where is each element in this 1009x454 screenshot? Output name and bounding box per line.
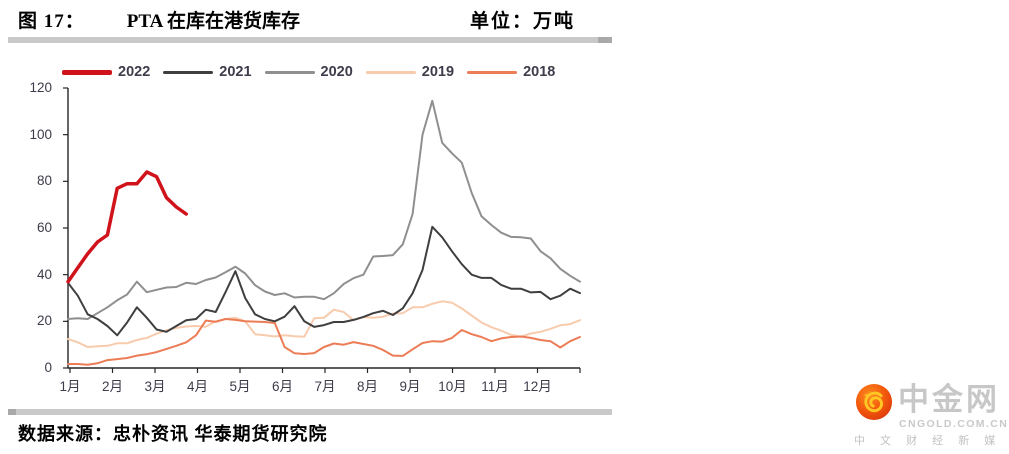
cngold-tagline: 中 文 财 经 新 媒 体: [854, 435, 1009, 447]
legend-label-2018: 2018: [523, 64, 556, 80]
cngold-watermark: 中金网 CNGOLD.COM.CN 中 文 财 经 新 媒 体: [848, 378, 1009, 447]
legend-swatch-2019: [365, 70, 416, 74]
legend-swatch-2018: [467, 70, 518, 74]
unit-label: 单位：万吨: [470, 11, 576, 32]
x-axis-label-4: 4月: [186, 379, 208, 394]
chart-legend: 2022 2021 2020 2019 2018: [62, 63, 568, 81]
legend-item-2020: 2020: [264, 64, 353, 80]
cngold-logo-swirl-icon: [855, 383, 893, 421]
legend-swatch-2020: [264, 70, 315, 74]
legend-label-2019: 2019: [421, 64, 455, 80]
cngold-domain: CNGOLD.COM.CN: [899, 418, 1009, 430]
y-axis-label-20: 20: [36, 313, 52, 329]
x-axis-label-12: 12月: [523, 379, 552, 394]
legend-label-2022: 2022: [118, 64, 151, 80]
chart-canvas: [63, 87, 581, 373]
x-axis-label-3: 3月: [144, 379, 166, 394]
x-axis-label-2: 2月: [101, 379, 123, 394]
series-line-2021: [67, 225, 581, 337]
legend-item-2019: 2019: [365, 64, 455, 80]
legend-label-2021: 2021: [219, 64, 252, 80]
cngold-brand-name: 中金网: [898, 382, 1000, 417]
legend-item-2022: 2022: [62, 64, 150, 80]
series-line-2020: [67, 99, 581, 320]
y-axis-label-80: 80: [36, 173, 52, 189]
figure-title: PTA 在库在港货库存: [126, 11, 301, 32]
series-line-2018: [67, 318, 581, 366]
series-line-2019: [67, 300, 581, 348]
legend-swatch-2022: [62, 69, 112, 75]
y-axis-label-0: 0: [44, 360, 52, 375]
legend-item-2021: 2021: [163, 64, 252, 80]
legend-swatch-2021: [163, 70, 214, 74]
legend-item-2018: 2018: [467, 64, 555, 80]
bottom-divider-bar: [8, 409, 612, 415]
data-source-text: 数据来源：忠朴资讯 华泰期货研究院: [18, 424, 328, 444]
x-axis-label-7: 7月: [314, 379, 336, 394]
y-axis-label-100: 100: [29, 126, 52, 142]
x-axis-label-10: 10月: [438, 379, 467, 394]
x-axis-label-6: 6月: [271, 379, 293, 394]
x-axis-label-5: 5月: [229, 379, 251, 394]
y-axis-label-60: 60: [36, 220, 52, 235]
top-divider-bar: [8, 37, 612, 43]
line-chart: 0 20 40 60 80 100 120 1月 2月 3月 4月 5月 6月 7月 8月 9月 10月 11月 1…: [29, 80, 581, 394]
y-axis-label-120: 120: [29, 80, 52, 95]
x-axis-label-11: 11月: [481, 379, 509, 394]
x-axis-label-9: 9月: [399, 379, 421, 394]
x-axis-label-1: 1月: [59, 379, 81, 394]
y-axis-label-40: 40: [36, 266, 52, 282]
series-line-2022: [66, 170, 188, 284]
legend-label-2020: 2020: [320, 64, 353, 80]
x-axis-label-8: 8月: [356, 379, 378, 394]
figure-number-label: 图 17：: [18, 11, 85, 32]
figure-title-row: 图 17： PTA 在库在港货库存: [18, 6, 300, 33]
